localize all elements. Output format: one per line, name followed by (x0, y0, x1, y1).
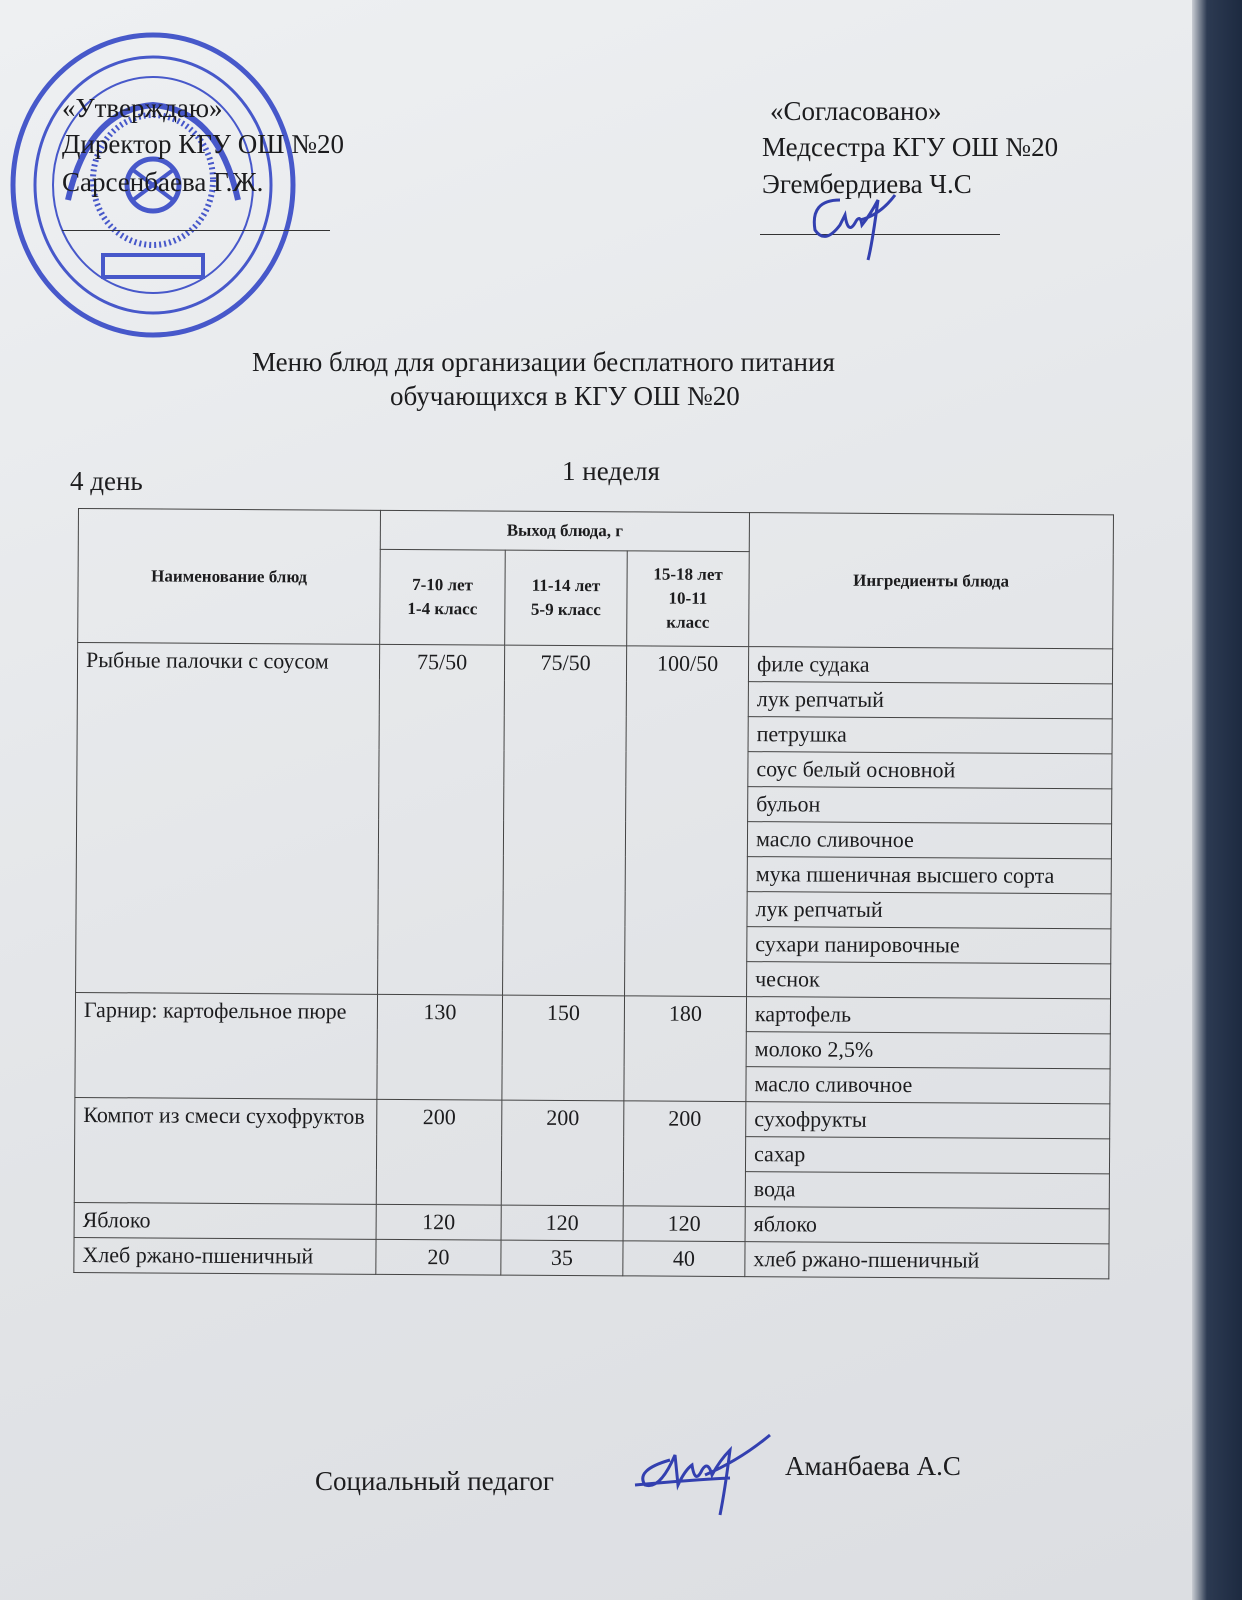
yield-11-14: 75/50 (502, 645, 627, 996)
header-yield: Выход блюда, г (380, 510, 750, 552)
yield-11-14: 35 (500, 1240, 624, 1276)
ingredient: вода (745, 1171, 1110, 1209)
table-row: Компот из смеси сухофруктов 200 200 200 сухо… (74, 1097, 1110, 1207)
ingredient: лук репчатый (748, 681, 1113, 719)
table-row: Рыбные палочки с соусом 75/50 75/50 100/50 ф… (75, 642, 1113, 997)
footer-position: Социальный педагог (315, 1466, 554, 1496)
agreed-signature-line (760, 234, 1000, 235)
table-row: Хлеб ржано-пшеничный 20 35 40 хлеб ржано-пше… (73, 1237, 1110, 1279)
table-row: Гарнир: картофельное пюре 130 150 180 картоф… (74, 992, 1111, 1102)
header-age-1: 7-10 лет 1-4 класс (379, 549, 506, 646)
ingredient: сухари панировочные (746, 926, 1111, 964)
document-page (0, 0, 1200, 1600)
agreed-name: Эгембердиева Ч.С (762, 169, 972, 199)
yield-15-18: 200 (623, 1100, 746, 1207)
dish-name: Компот из смеси сухофруктов (74, 1097, 377, 1205)
yield-7-10: 200 (376, 1099, 502, 1206)
ingredient: петрушка (748, 716, 1113, 754)
ingredient: мука пшеничная высшего сорта (747, 856, 1112, 894)
yield-7-10: 75/50 (377, 644, 505, 996)
ingredient: сахар (745, 1136, 1110, 1174)
background-edge (1192, 0, 1242, 1600)
ingredient: масло сливочное (745, 1066, 1111, 1104)
ingredient: бульон (747, 786, 1112, 824)
header-age-3: 15-18 лет 10-11 класс (626, 550, 750, 647)
header-ingredients: Ингредиенты блюда (748, 512, 1114, 649)
ingredient: соус белый основной (747, 751, 1113, 789)
footer-name: Аманбаева А.С (785, 1451, 961, 1481)
yield-15-18: 120 (623, 1205, 746, 1242)
approve-signature-line (62, 230, 330, 231)
ingredient: чеснок (746, 961, 1111, 999)
yield-7-10: 120 (376, 1204, 502, 1241)
yield-15-18: 180 (623, 995, 747, 1102)
approve-position: Директор КГУ ОШ №20 (62, 129, 345, 159)
ingredient: лук репчатый (746, 891, 1112, 929)
dish-name: Гарнир: картофельное пюре (74, 992, 378, 1100)
ingredient: яблоко (745, 1206, 1110, 1244)
day-label: 4 день (70, 466, 143, 496)
pedagogue-signature (634, 1433, 771, 1516)
yield-7-10: 20 (375, 1239, 502, 1276)
dish-name: Хлеб ржано-пшеничный (73, 1237, 377, 1275)
yield-11-14: 200 (501, 1100, 624, 1206)
nurse-signature (812, 194, 897, 261)
yield-15-18: 40 (622, 1240, 746, 1277)
week-label: 1 неделя (562, 456, 660, 486)
yield-15-18: 100/50 (624, 645, 749, 997)
yield-7-10: 130 (376, 994, 503, 1101)
menu-table: Наименование блюд Выход блюда, г Ингреди… (73, 508, 1114, 1279)
ingredient: хлеб ржано-пшеничный (744, 1241, 1110, 1279)
header-age-2: 11-14 лет 5-9 класс (504, 550, 628, 646)
yield-11-14: 120 (501, 1205, 624, 1241)
ingredient: сухофрукты (745, 1101, 1110, 1139)
header-name: Наименование блюд (77, 508, 381, 645)
agreed-title: «Согласовано» (770, 96, 942, 126)
dish-name: Рыбные палочки с соусом (75, 642, 380, 995)
official-stamp (10, 32, 296, 338)
dish-name: Яблоко (74, 1202, 377, 1240)
title-line-2: обучающихся в КГУ ОШ №20 (390, 381, 740, 411)
ingredient: молоко 2,5% (746, 1031, 1111, 1069)
ingredient: филе судака (748, 646, 1113, 684)
yield-11-14: 150 (501, 995, 625, 1101)
ingredient: масло сливочное (747, 821, 1112, 859)
approve-name: Сарсенбаева Г.Ж. (62, 167, 264, 197)
approve-title: «Утверждаю» (62, 93, 223, 123)
ingredient: картофель (746, 996, 1111, 1034)
agreed-position: Медсестра КГУ ОШ №20 (762, 132, 1059, 162)
title-line-1: Меню блюд для организации бесплатного пи… (252, 347, 835, 377)
